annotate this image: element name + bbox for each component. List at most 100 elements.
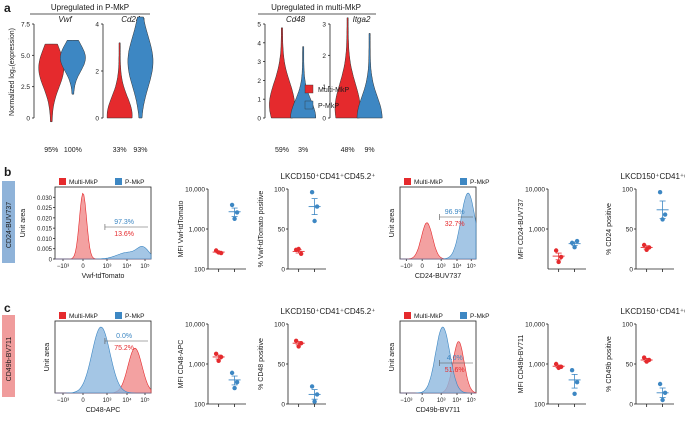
panel-label-c: c <box>4 301 11 315</box>
violin-cd24a-ytick-label: 4 <box>95 22 99 29</box>
panel-label-b: b <box>4 165 11 179</box>
violin-vwf-ytick-label: 7.5 <box>21 22 30 29</box>
panel-label-a: a <box>4 1 11 15</box>
hist-vwf-legend-p-swatch <box>115 178 122 185</box>
legend-a-multi-label: Multi-MkP <box>318 87 349 94</box>
pct-vwf-ytick-label: 0 <box>281 267 285 274</box>
violin-itga2-ytick-label: 1 <box>322 84 326 91</box>
hist-cd24-legend-p-label: P-MkP <box>470 179 490 186</box>
group-title-p-mkp: Upregulated in P-MkP <box>51 3 129 12</box>
pct-cd24-point-multi <box>641 242 647 248</box>
hist-vwf-ytick-label: 0.030 <box>37 196 53 202</box>
hist-vwf-ytick-label: 0.015 <box>37 227 53 233</box>
hist-cd49b-xtick-label: 10³ <box>437 398 446 404</box>
mfi-cd48-ylabel: MFI CD48-APC <box>178 340 185 389</box>
hist-cd49b-legend-p-swatch <box>460 312 467 319</box>
mfi-vwf-point-p <box>232 216 237 221</box>
hist-cd48-xlabel: CD48-APC <box>86 407 121 414</box>
hist-cd48-legend-p-swatch <box>115 312 122 319</box>
mfi-cd48-ytick-label: 1,000 <box>189 362 206 369</box>
hist-cd48-xtick-label: 0 <box>81 398 85 404</box>
pct-vwf-point-p <box>314 204 320 209</box>
hist-cd24-legend-multi-swatch <box>404 178 411 185</box>
hist-cd48-ylabel: Unit area <box>44 343 51 372</box>
violin-cd24a-ytick-label: 0 <box>95 116 99 123</box>
legend-a-multi-swatch <box>304 84 314 94</box>
mfi-cd24-point-p <box>574 238 580 244</box>
pct-vwf-ytick-label: 50 <box>278 227 286 234</box>
pct-cd49b-point-p <box>662 390 668 395</box>
violin-itga2-ytick-label: 2 <box>322 53 326 60</box>
pct-cd24-point-p <box>657 190 663 195</box>
hist-cd49b-gate-label-p: 4.0% <box>447 355 463 362</box>
pct-cd48-ytick-label: 100 <box>274 322 285 329</box>
mfi-cd49b-point-multi <box>553 361 559 367</box>
hist-cd48-gate-label-multi: 75.2% <box>114 345 134 352</box>
mfi-cd48-ytick-label: 100 <box>194 402 205 409</box>
mfi-cd48-point-multi <box>218 354 224 360</box>
mfi-cd49b-point-multi <box>556 365 561 371</box>
pct-cd49b-ytick-label: 100 <box>622 322 633 329</box>
violin-cd24a-pct-multi: 33% <box>113 147 127 154</box>
violin-cd48-pct-p: 3% <box>298 147 308 154</box>
pct-cd48-point-p <box>312 399 317 404</box>
hist-cd49b-xtick-label: 10⁴ <box>452 397 462 404</box>
hist-cd49b-xtick-label: 0 <box>420 398 424 404</box>
mfi-cd24-title: LKCD150⁺CD41⁺CD45.2⁺ <box>621 172 685 181</box>
violin-itga2-ytick-label: 3 <box>322 22 326 29</box>
violin-itga2-violin-multi <box>334 17 361 119</box>
mfi-cd24-point-multi <box>556 259 561 265</box>
violin-itga2-violin-p <box>356 33 383 119</box>
hist-cd49b-curve-p <box>400 326 476 394</box>
mfi-cd48-title: LKCD150⁺CD41⁺CD45.2⁺ <box>281 307 376 316</box>
pct-cd24-ylabel: % CD24 positive <box>606 203 613 255</box>
hist-cd49b-gate-label-multi: 51.6% <box>445 367 465 374</box>
violin-cd48-ytick-label: 3 <box>257 59 261 66</box>
pct-cd48-ytick-label: 50 <box>278 362 286 369</box>
mfi-vwf-ytick-label: 100 <box>194 267 205 274</box>
violin-itga2-pct-p: 9% <box>365 147 375 154</box>
mfi-vwf-point-multi <box>216 250 221 255</box>
pct-cd24-point-multi <box>644 247 649 252</box>
mfi-cd49b-ytick-label: 1,000 <box>529 362 546 369</box>
hist-cd49b-legend-multi-label: Multi-MkP <box>414 313 443 320</box>
violin-vwf-violin-multi <box>38 43 65 123</box>
violin-cd24a-violin-p <box>127 16 154 119</box>
hist-cd49b-side-label: CD49b-BV711 <box>6 337 13 382</box>
pct-cd48-ylabel: % CD48 positive <box>258 338 265 390</box>
mfi-cd49b-title: LKCD150⁺CD41⁺CD45.2⁺ <box>621 307 685 316</box>
violin-itga2-title: Itga2 <box>353 15 371 24</box>
violin-ylabel: Normalized log₂(expression) <box>9 28 16 116</box>
hist-vwf-ytick-label: 0 <box>49 258 53 264</box>
hist-vwf-curve-p <box>55 246 152 260</box>
pct-cd24-ytick-label: 0 <box>629 267 633 274</box>
mfi-cd48-point-p <box>234 380 240 385</box>
hist-cd24-xtick-label: 10³ <box>437 264 446 270</box>
pct-cd24-ytick-label: 100 <box>622 187 633 194</box>
hist-vwf-xtick-label: 10⁵ <box>140 263 150 270</box>
violin-cd48-ytick-label: 2 <box>257 78 261 85</box>
mfi-cd49b-ylabel: MFI CD49b-BV711 <box>518 335 525 394</box>
hist-vwf-xlabel: Vwf-tdTomato <box>82 273 125 280</box>
mfi-vwf-point-p <box>234 210 240 215</box>
hist-cd24-xtick-label: 10⁵ <box>467 263 477 270</box>
mfi-cd49b-ytick-label: 100 <box>534 402 545 409</box>
pct-cd24-point-p <box>660 217 665 222</box>
mfi-cd24-point-multi <box>558 254 564 260</box>
mfi-cd49b-point-p <box>569 367 575 373</box>
hist-cd48-xtick-label: −10³ <box>57 398 69 404</box>
hist-vwf-ytick-label: 0.005 <box>37 247 53 253</box>
mfi-cd24-ytick-label: 10,000 <box>525 187 545 194</box>
mfi-vwf-ylabel: MFI Vwf-tdTomato <box>178 201 185 258</box>
pct-vwf-point-p <box>309 190 315 195</box>
violin-cd48-ytick-label: 4 <box>257 40 261 47</box>
mfi-cd24-ylabel: MFI CD24-BUV737 <box>518 199 525 259</box>
hist-cd49b-ylabel: Unit area <box>389 343 396 372</box>
mfi-cd48-point-p <box>232 385 237 391</box>
mfi-vwf-ytick-label: 10,000 <box>185 187 205 194</box>
hist-vwf-legend-p-label: P-MkP <box>125 179 145 186</box>
pct-vwf-ylabel: % Vwf-tdTomato positive <box>258 191 265 268</box>
pct-vwf-point-p <box>312 218 317 224</box>
violin-cd24a-ytick-label: 2 <box>95 69 99 76</box>
hist-vwf-xtick-label: −10³ <box>57 264 69 270</box>
